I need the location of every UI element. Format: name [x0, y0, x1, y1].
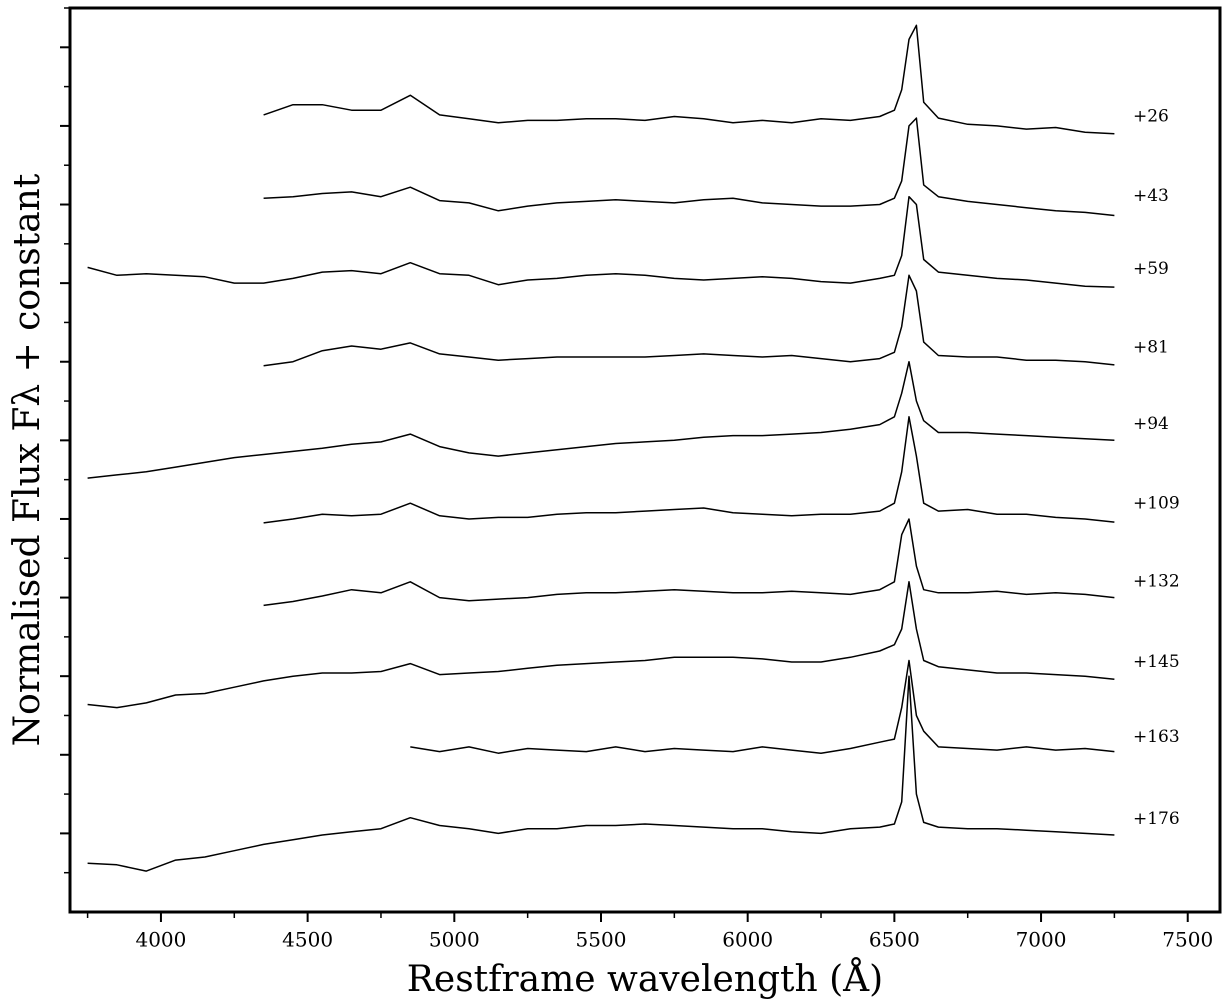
- spectrum-line: [87, 581, 1115, 709]
- series-label: +163: [1133, 727, 1180, 747]
- x-axis-label: Restframe wavelength (Å): [407, 958, 883, 1000]
- series-label: +109: [1133, 494, 1180, 514]
- plot-frame: [68, 6, 1222, 914]
- spectrum-line: [263, 274, 1115, 367]
- series-label: +132: [1133, 571, 1180, 591]
- spectrum-line: [263, 24, 1115, 135]
- series-label: +43: [1133, 186, 1169, 206]
- spectrum-line: [263, 518, 1115, 607]
- series-label: +59: [1133, 259, 1169, 279]
- x-tick-label: 5500: [576, 928, 627, 952]
- spectrum-line: [87, 360, 1115, 479]
- series-label: +94: [1133, 414, 1169, 434]
- series-label: +176: [1133, 809, 1180, 829]
- spectrum-line: [410, 659, 1115, 754]
- series-label: +26: [1133, 106, 1169, 126]
- x-tick-label: 7500: [1162, 928, 1213, 952]
- spectrum-line: [87, 675, 1115, 872]
- spectrum-line: [87, 195, 1115, 288]
- series-label: +145: [1133, 652, 1180, 672]
- spectrum-line: [263, 117, 1115, 217]
- x-tick-label: 7000: [1016, 928, 1067, 952]
- x-tick-label: 6000: [722, 928, 773, 952]
- x-tick-label: 5000: [429, 928, 480, 952]
- series-label: +81: [1133, 338, 1169, 358]
- x-tick-label: 4500: [282, 928, 333, 952]
- spectrum-line: [263, 416, 1115, 524]
- x-tick-label: 4000: [135, 928, 186, 952]
- y-axis-label: Normalised Flux Fλ + constant: [7, 173, 48, 746]
- x-tick-label: 6500: [869, 928, 920, 952]
